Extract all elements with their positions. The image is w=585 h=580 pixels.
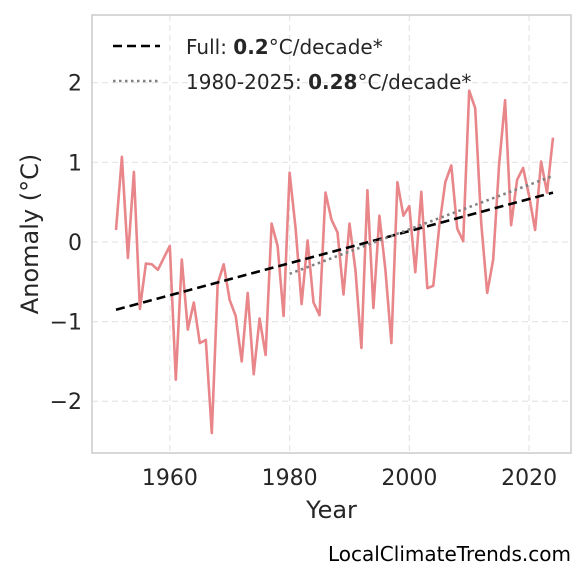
y-tick-label: −1 <box>50 311 82 336</box>
legend: Full: 0.2°C/decade* 1980-2025: 0.28°C/de… <box>113 35 471 94</box>
trend-line-full <box>115 191 554 311</box>
legend-label-recent: 1980-2025: 0.28°C/decade* <box>186 70 471 94</box>
trend-line-recent <box>289 174 554 276</box>
x-axis-ticks: 1960 1980 2000 2020 <box>142 466 557 491</box>
x-tick-label: 2000 <box>381 466 437 491</box>
y-tick-label: 2 <box>68 72 82 97</box>
plot-frame <box>91 14 572 454</box>
series-layer <box>114 89 555 435</box>
anomaly-series-line <box>114 89 555 435</box>
x-tick-label: 2020 <box>501 466 557 491</box>
y-tick-label: −2 <box>50 390 82 415</box>
grid <box>92 15 571 453</box>
credit-text: LocalClimateTrends.com <box>328 542 571 566</box>
x-tick-label: 1960 <box>142 466 198 491</box>
x-tick-label: 1980 <box>262 466 318 491</box>
x-axis-label: Year <box>305 496 357 524</box>
y-axis-ticks: −2 −1 0 1 2 <box>50 72 82 416</box>
y-tick-label: 0 <box>68 231 82 256</box>
y-axis-label: Anomaly (°C) <box>16 154 44 314</box>
y-tick-label: 1 <box>68 151 82 176</box>
legend-label-full: Full: 0.2°C/decade* <box>186 35 383 59</box>
